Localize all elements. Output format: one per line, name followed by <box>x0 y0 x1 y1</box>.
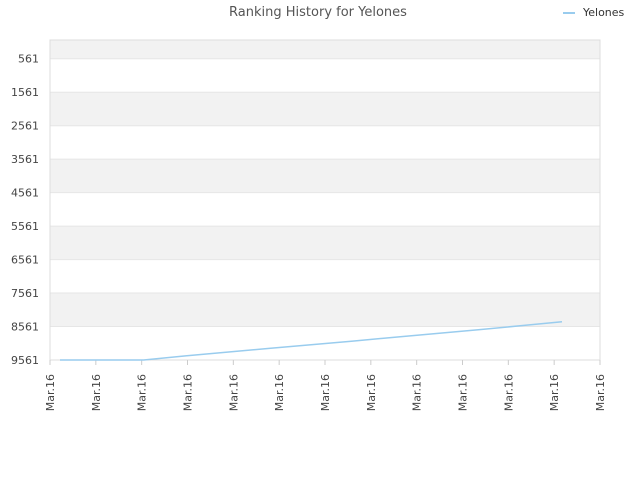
y-axis-ticks: 561 1561 2561 3561 4561 5561 6561 7561 8561 9561 <box>11 53 39 367</box>
plot-band <box>50 92 600 126</box>
plot-band <box>50 58 600 93</box>
y-tick-label: 5561 <box>11 220 39 233</box>
legend-label: Yelones <box>582 6 625 19</box>
x-tick-label: Mar.16 <box>319 374 332 411</box>
x-tick-label: Mar.16 <box>182 374 195 411</box>
x-tick-label: Mar.16 <box>136 374 149 411</box>
y-tick-label: 561 <box>18 53 39 66</box>
x-tick-label: Mar.16 <box>44 374 57 411</box>
plot-band <box>50 259 600 294</box>
legend: Yelones <box>563 6 625 19</box>
y-tick-label: 4561 <box>11 187 39 200</box>
x-tick-label: Mar.16 <box>594 374 607 411</box>
x-tick-label: Mar.16 <box>502 374 515 411</box>
x-tick-label: Mar.16 <box>227 374 240 411</box>
y-tick-label: 3561 <box>11 153 39 166</box>
y-tick-label: 7561 <box>11 287 39 300</box>
y-tick-label: 9561 <box>11 354 39 367</box>
plot-band <box>50 159 600 193</box>
x-tick-label: Mar.16 <box>90 374 103 411</box>
x-tick-label: Mar.16 <box>457 374 470 411</box>
plot-band <box>50 192 600 227</box>
series-layer <box>60 321 563 361</box>
x-axis-ticks: Mar.16 Mar.16 Mar.16 Mar.16 Mar.16 Mar.16 Mar.… <box>44 360 607 411</box>
series-line <box>60 321 563 361</box>
y-tick-label: 1561 <box>11 86 39 99</box>
plot-bands <box>50 40 600 360</box>
x-tick-label: Mar.16 <box>273 374 286 411</box>
plot-band <box>50 293 600 327</box>
y-tick-label: 6561 <box>11 254 39 267</box>
chart-title: Ranking History for Yelones <box>229 5 407 20</box>
plot-band <box>50 226 600 260</box>
x-tick-label: Mar.16 <box>365 374 378 411</box>
plot-band <box>50 40 600 59</box>
y-tick-label: 8561 <box>11 321 39 334</box>
plot-band <box>50 125 600 160</box>
x-tick-label: Mar.16 <box>548 374 561 411</box>
y-tick-label: 2561 <box>11 120 39 133</box>
x-tick-label: Mar.16 <box>411 374 424 411</box>
